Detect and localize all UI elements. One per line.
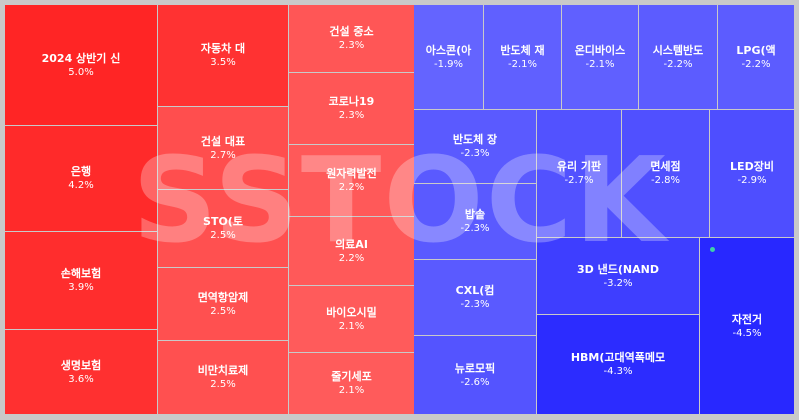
tile-value: 3.5% xyxy=(210,57,236,68)
treemap-tile[interactable]: LPG(액 -2.2% xyxy=(718,5,794,109)
tile-value: -2.3% xyxy=(460,148,490,159)
tile-name: 자동차 대 xyxy=(200,42,246,55)
treemap-tile[interactable]: 생명보험 3.6% xyxy=(5,330,157,414)
tile-name: 건설 중소 xyxy=(329,25,374,38)
treemap-tile[interactable]: 손해보험 3.9% xyxy=(5,232,157,329)
tile-name: 아스콘(아 xyxy=(425,43,472,57)
tile-value: -2.8% xyxy=(650,175,680,186)
tile-value: -2.2% xyxy=(663,58,693,70)
treemap-tile[interactable]: 온디바이스 -2.1% xyxy=(562,5,638,109)
tile-name: STO(토 xyxy=(203,215,243,228)
treemap-tile[interactable]: 자전거 -4.5% xyxy=(700,238,794,414)
tile-name: 2024 상반기 신 xyxy=(41,51,121,65)
treemap-tile[interactable]: 줄기세포 2.1% xyxy=(289,353,414,414)
tile-name: HBM(고대역폭메모 xyxy=(570,351,666,364)
tile-name: 면세점 xyxy=(650,160,681,173)
tile-name: 생명보험 xyxy=(60,358,102,372)
tile-value: 2.1% xyxy=(338,385,365,396)
tile-value: -2.2% xyxy=(741,58,771,70)
treemap-tile[interactable]: 면세점 -2.8% xyxy=(622,110,709,237)
tile-name: 유리 기판 xyxy=(556,160,602,173)
tile-name: 3D 낸드(NAND xyxy=(577,262,659,276)
tile-value: 2.5% xyxy=(210,379,236,390)
tile-value: 2.7% xyxy=(210,149,236,161)
tile-name: 반도체 장 xyxy=(452,133,498,146)
tile-name: 손해보험 xyxy=(60,267,102,280)
tile-name: LED장비 xyxy=(730,160,774,173)
tile-value: 3.6% xyxy=(68,373,94,385)
tile-value: 3.9% xyxy=(68,282,94,293)
tile-name: 줄기세포 xyxy=(331,370,372,383)
treemap-tile[interactable]: LED장비 -2.9% xyxy=(710,110,794,237)
tile-value: 4.2% xyxy=(68,180,94,191)
tile-value: 2.3% xyxy=(338,110,365,121)
treemap-tile[interactable]: 건설 대표 2.7% xyxy=(158,107,288,189)
treemap-tile[interactable]: 유리 기판 -2.7% xyxy=(537,110,621,237)
treemap-tile[interactable]: 은행 4.2% xyxy=(5,126,157,231)
treemap-tile[interactable]: 바이오시밀 2.1% xyxy=(289,286,414,352)
tile-value: -4.3% xyxy=(603,366,633,377)
treemap-tile[interactable]: 밥솥 -2.3% xyxy=(414,184,536,259)
tile-value: 2.5% xyxy=(210,230,236,241)
treemap-tile[interactable]: 코로나19 2.3% xyxy=(289,73,414,144)
tile-value: -1.9% xyxy=(433,58,463,70)
tile-name: 코로나19 xyxy=(328,95,375,108)
tile-value: 2.5% xyxy=(210,305,236,317)
treemap-tile[interactable]: CXL(컴 -2.3% xyxy=(414,260,536,335)
tile-name: 비만치료제 xyxy=(197,364,249,377)
tile-name: 반도체 재 xyxy=(500,43,545,57)
tile-name: 바이오시밀 xyxy=(326,305,377,319)
tile-value: 2.1% xyxy=(338,320,365,332)
treemap-tile[interactable]: 면역항암제 2.5% xyxy=(158,268,288,340)
tile-name: 시스템반도 xyxy=(652,43,704,57)
treemap-tile[interactable]: STO(토 2.5% xyxy=(158,190,288,267)
treemap-tile[interactable]: 비만치료제 2.5% xyxy=(158,341,288,414)
treemap-tile[interactable]: 자동차 대 3.5% xyxy=(158,5,288,106)
treemap-tile[interactable]: 건설 중소 2.3% xyxy=(289,5,414,72)
tile-name: 건설 대표 xyxy=(200,134,246,148)
tile-name: 온디바이스 xyxy=(574,43,626,57)
treemap-tile[interactable]: 3D 낸드(NAND -3.2% xyxy=(537,238,699,314)
tile-name: 밥솥 xyxy=(464,208,486,221)
tile-value: -3.2% xyxy=(603,277,633,289)
tile-value: 5.0% xyxy=(68,66,94,78)
tile-value: -2.6% xyxy=(460,376,490,388)
treemap-tile[interactable]: 의료AI 2.2% xyxy=(289,217,414,285)
tile-name: 뉴로모픽 xyxy=(454,361,496,375)
tile-name: LPG(액 xyxy=(736,43,776,57)
tile-value: -2.9% xyxy=(737,175,767,186)
treemap-tile[interactable]: 반도체 재 -2.1% xyxy=(484,5,561,109)
treemap-tile[interactable]: 원자력발전 2.2% xyxy=(289,145,414,216)
tile-value: 2.3% xyxy=(338,40,365,51)
tile-value: -2.3% xyxy=(460,299,490,310)
treemap-tile[interactable]: 아스콘(아 -1.9% xyxy=(414,5,483,109)
treemap-tile[interactable]: 반도체 장 -2.3% xyxy=(414,110,536,183)
tile-value: -4.5% xyxy=(732,327,762,339)
treemap-tile[interactable]: 뉴로모픽 -2.6% xyxy=(414,336,536,414)
tile-name: 의료AI xyxy=(335,237,368,251)
tile-name: CXL(컴 xyxy=(455,284,495,297)
tile-value: -2.1% xyxy=(585,58,615,70)
tile-name: 면역항암제 xyxy=(197,290,249,304)
tile-value: -2.7% xyxy=(564,175,594,186)
tile-value: -2.3% xyxy=(460,223,490,234)
tile-name: 은행 xyxy=(70,165,92,178)
treemap-tile[interactable]: HBM(고대역폭메모 -4.3% xyxy=(537,315,699,414)
treemap-tile[interactable]: 시스템반도 -2.2% xyxy=(639,5,717,109)
marker-dot xyxy=(710,247,715,252)
tile-value: 2.2% xyxy=(338,252,365,264)
tile-value: 2.2% xyxy=(338,182,365,193)
tile-value: -2.1% xyxy=(507,58,537,70)
tile-name: 자전거 xyxy=(731,312,763,326)
treemap-tile[interactable]: 2024 상반기 신 5.0% xyxy=(5,5,157,125)
tile-name: 원자력발전 xyxy=(326,167,377,180)
